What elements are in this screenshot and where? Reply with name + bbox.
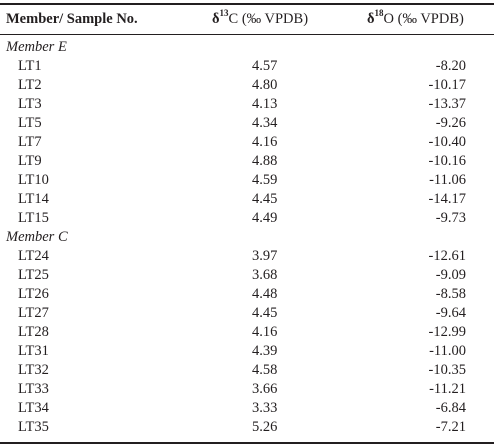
- header-member-sample: Member/ Sample No.: [6, 11, 138, 27]
- table-row: LT3 4.13 -13.37: [0, 95, 494, 114]
- table-header: Member/ Sample No. δ13C (‰ VPDB) δ18O (‰…: [0, 5, 494, 34]
- d13c-cell: 4.13: [252, 96, 278, 112]
- d18o-cell: -11.21: [429, 381, 466, 397]
- d18o-cell: -9.09: [435, 267, 466, 283]
- header-d18o-sup: 18: [374, 8, 384, 19]
- table-row: LT10 4.59 -11.06: [0, 171, 494, 190]
- d13c-cell: 4.16: [252, 324, 278, 340]
- table-row: LT7 4.16 -10.40: [0, 133, 494, 152]
- d18o-cell: -14.17: [428, 191, 466, 207]
- sample-cell: LT27: [18, 305, 49, 321]
- sample-cell: LT34: [18, 400, 49, 416]
- table-row: LT35 5.26 -7.21: [0, 418, 494, 437]
- d18o-cell: -9.64: [435, 305, 466, 321]
- sample-cell: LT2: [18, 77, 42, 93]
- d18o-cell: -10.40: [428, 134, 466, 150]
- table-row: LT33 3.66 -11.21: [0, 380, 494, 399]
- table-row: LT27 4.45 -9.64: [0, 304, 494, 323]
- d18o-cell: -13.37: [428, 96, 466, 112]
- d13c-cell: 4.58: [252, 362, 278, 378]
- table-row: LT24 3.97 -12.61: [0, 247, 494, 266]
- table-row: LT15 4.49 -9.73: [0, 209, 494, 228]
- bottom-rule: [0, 442, 494, 444]
- sample-cell: LT35: [18, 419, 49, 435]
- d13c-cell: 4.39: [252, 343, 278, 359]
- sample-cell: LT10: [18, 172, 49, 188]
- d18o-cell: -6.84: [435, 400, 466, 416]
- header-d18o: δ18O (‰ VPDB): [367, 8, 464, 28]
- d18o-cell: -11.00: [429, 343, 466, 359]
- table-row: LT1 4.57 -8.20: [0, 57, 494, 76]
- d13c-cell: 3.68: [252, 267, 278, 283]
- group-label: Member E: [6, 39, 67, 55]
- d13c-cell: 3.33: [252, 400, 278, 416]
- group-label: Member C: [6, 229, 68, 245]
- group-row-member-e: Member E: [0, 38, 494, 57]
- d13c-cell: 4.80: [252, 77, 278, 93]
- d13c-cell: 4.48: [252, 286, 278, 302]
- d18o-cell: -10.16: [428, 153, 466, 169]
- d18o-cell: -10.17: [428, 77, 466, 93]
- header-d18o-delta: δ: [367, 11, 375, 27]
- table-row: LT5 4.34 -9.26: [0, 114, 494, 133]
- sample-cell: LT14: [18, 191, 49, 207]
- d13c-cell: 5.26: [252, 419, 278, 435]
- d13c-cell: 3.66: [252, 381, 278, 397]
- header-d13c-delta: δ: [212, 11, 220, 27]
- table-row: LT26 4.48 -8.58: [0, 285, 494, 304]
- table-row: LT34 3.33 -6.84: [0, 399, 494, 418]
- d18o-cell: -9.26: [435, 115, 466, 131]
- sample-cell: LT33: [18, 381, 49, 397]
- table-row: LT28 4.16 -12.99: [0, 323, 494, 342]
- sample-cell: LT32: [18, 362, 49, 378]
- table-row: LT32 4.58 -10.35: [0, 361, 494, 380]
- d13c-cell: 4.57: [252, 58, 278, 74]
- sample-cell: LT24: [18, 248, 49, 264]
- sample-cell: LT5: [18, 115, 42, 131]
- sample-cell: LT9: [18, 153, 42, 169]
- d18o-cell: -7.21: [435, 419, 466, 435]
- sample-cell: LT28: [18, 324, 49, 340]
- d18o-cell: -11.06: [429, 172, 466, 188]
- top-rule: [0, 3, 494, 5]
- header-d13c-rest: C (‰ VPDB): [228, 11, 309, 27]
- d18o-cell: -8.58: [435, 286, 466, 302]
- d18o-cell: -12.99: [428, 324, 466, 340]
- sample-cell: LT26: [18, 286, 49, 302]
- d18o-cell: -8.20: [435, 58, 466, 74]
- table-body: Member E LT1 4.57 -8.20 LT2 4.80 -10.17 LT3 4…: [0, 38, 494, 437]
- sample-cell: LT3: [18, 96, 42, 112]
- d13c-cell: 4.34: [252, 115, 278, 131]
- d13c-cell: 4.16: [252, 134, 278, 150]
- sample-cell: LT31: [18, 343, 49, 359]
- d13c-cell: 4.88: [252, 153, 278, 169]
- header-rule: [0, 34, 494, 35]
- d13c-cell: 4.49: [252, 210, 278, 226]
- table-row: LT31 4.39 -11.00: [0, 342, 494, 361]
- header-d13c: δ13C (‰ VPDB): [212, 8, 309, 28]
- sample-cell: LT25: [18, 267, 49, 283]
- sample-cell: LT1: [18, 58, 42, 74]
- d18o-cell: -12.61: [428, 248, 466, 264]
- group-row-member-c: Member C: [0, 228, 494, 247]
- header-d18o-rest: O (‰ VPDB): [383, 11, 464, 27]
- d13c-cell: 4.45: [252, 305, 278, 321]
- d13c-cell: 4.45: [252, 191, 278, 207]
- table-row: LT25 3.68 -9.09: [0, 266, 494, 285]
- table-row: LT14 4.45 -14.17: [0, 190, 494, 209]
- sample-cell: LT7: [18, 134, 42, 150]
- table-row: LT9 4.88 -10.16: [0, 152, 494, 171]
- d18o-cell: -9.73: [435, 210, 466, 226]
- d18o-cell: -10.35: [428, 362, 466, 378]
- header-d13c-sup: 13: [219, 8, 229, 19]
- d13c-cell: 3.97: [252, 248, 278, 264]
- table-row: LT2 4.80 -10.17: [0, 76, 494, 95]
- d13c-cell: 4.59: [252, 172, 278, 188]
- sample-cell: LT15: [18, 210, 49, 226]
